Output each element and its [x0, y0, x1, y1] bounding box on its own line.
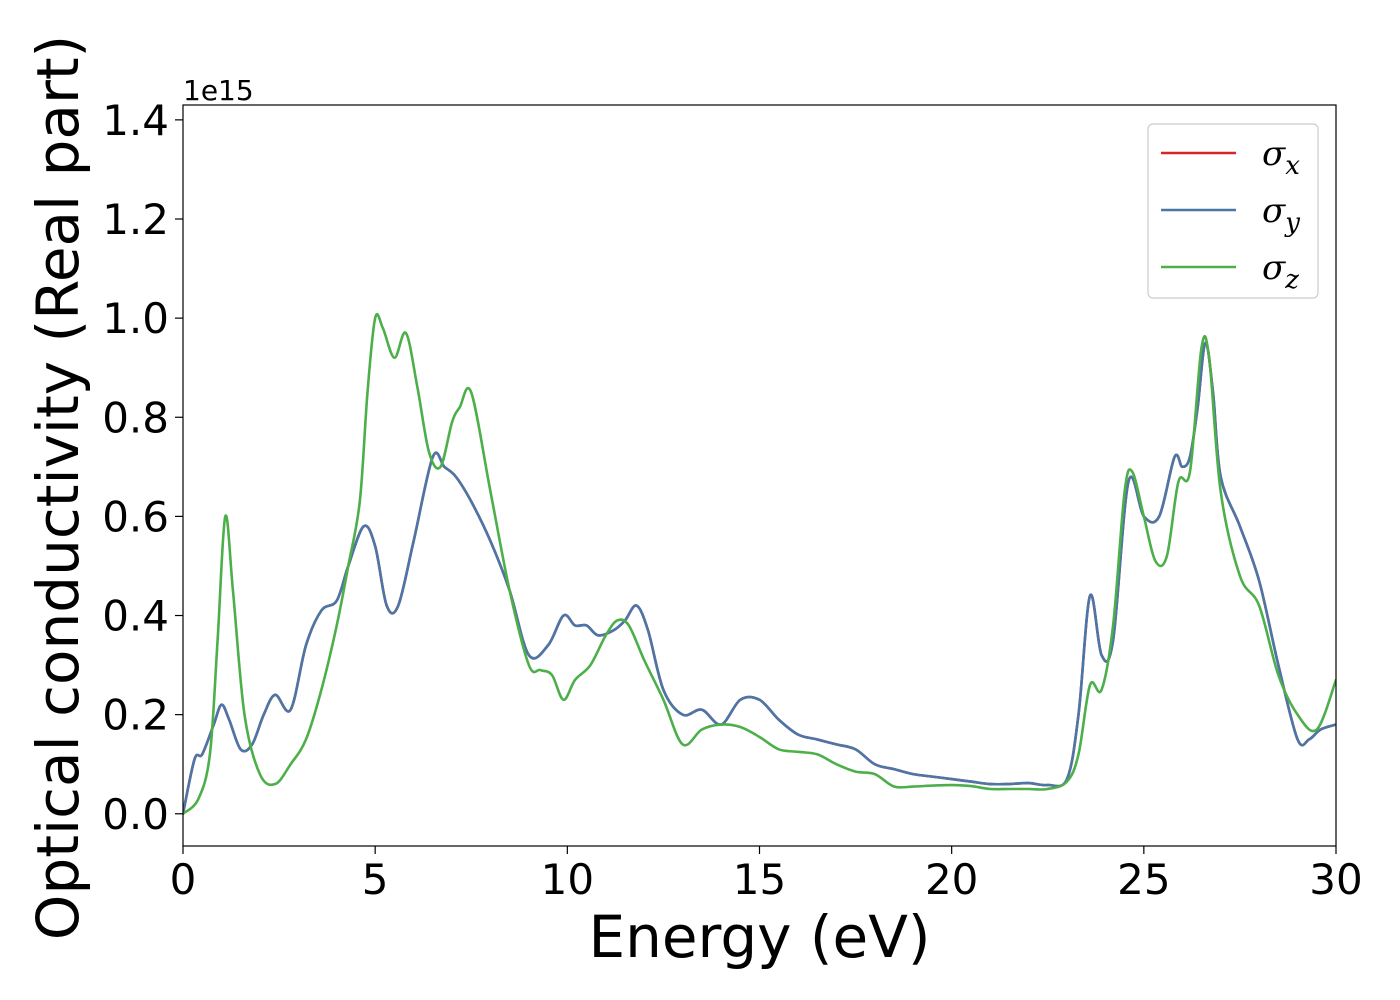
y-tick-label: 1.0	[102, 294, 169, 343]
y-axis-title: Optical conductivity (Real part)	[24, 35, 92, 940]
legend-label-subscript: x	[1285, 151, 1300, 181]
series-line-y	[183, 341, 1336, 816]
plot-background	[183, 105, 1336, 846]
legend-label-z: σz	[1262, 248, 1299, 295]
y-tick-label: 1.4	[102, 96, 169, 145]
x-tick-label: 0	[170, 855, 197, 904]
x-tick-label: 30	[1309, 855, 1362, 904]
series-line-z	[183, 312, 1336, 816]
y-tick-label: 0.6	[102, 492, 169, 541]
x-tick-label: 20	[925, 855, 978, 904]
legend-label-subscript: y	[1284, 208, 1300, 238]
y-tick-label: 1.2	[102, 195, 169, 244]
y-tick-label: 0.2	[102, 691, 169, 740]
y-axis: 0.0 0.2 0.4 0.6 0.8 1.0 1.2 1.4	[102, 96, 183, 839]
x-tick-label: 5	[362, 855, 389, 904]
legend-label-symbol: σ	[1262, 134, 1286, 174]
legend-label-y: σy	[1262, 191, 1300, 238]
legend-label-x: σx	[1262, 134, 1300, 181]
x-tick-label: 15	[733, 855, 786, 904]
y-tick-label: 0.0	[102, 790, 169, 839]
y-tick-label: 0.4	[102, 592, 169, 641]
y-axis-offset-text: 1e15	[183, 74, 254, 107]
legend-label-symbol: σ	[1262, 248, 1286, 288]
plot-area	[182, 104, 1337, 847]
x-axis: 0 5 10 15 20 25 30	[170, 846, 1363, 904]
series-layer	[183, 312, 1336, 816]
legend-label-subscript: z	[1284, 265, 1299, 295]
x-tick-label: 10	[541, 855, 594, 904]
x-axis-title: Energy (eV)	[588, 903, 930, 971]
y-tick-label: 0.8	[102, 393, 169, 442]
x-tick-label: 25	[1117, 855, 1170, 904]
legend-label-symbol: σ	[1262, 191, 1286, 231]
